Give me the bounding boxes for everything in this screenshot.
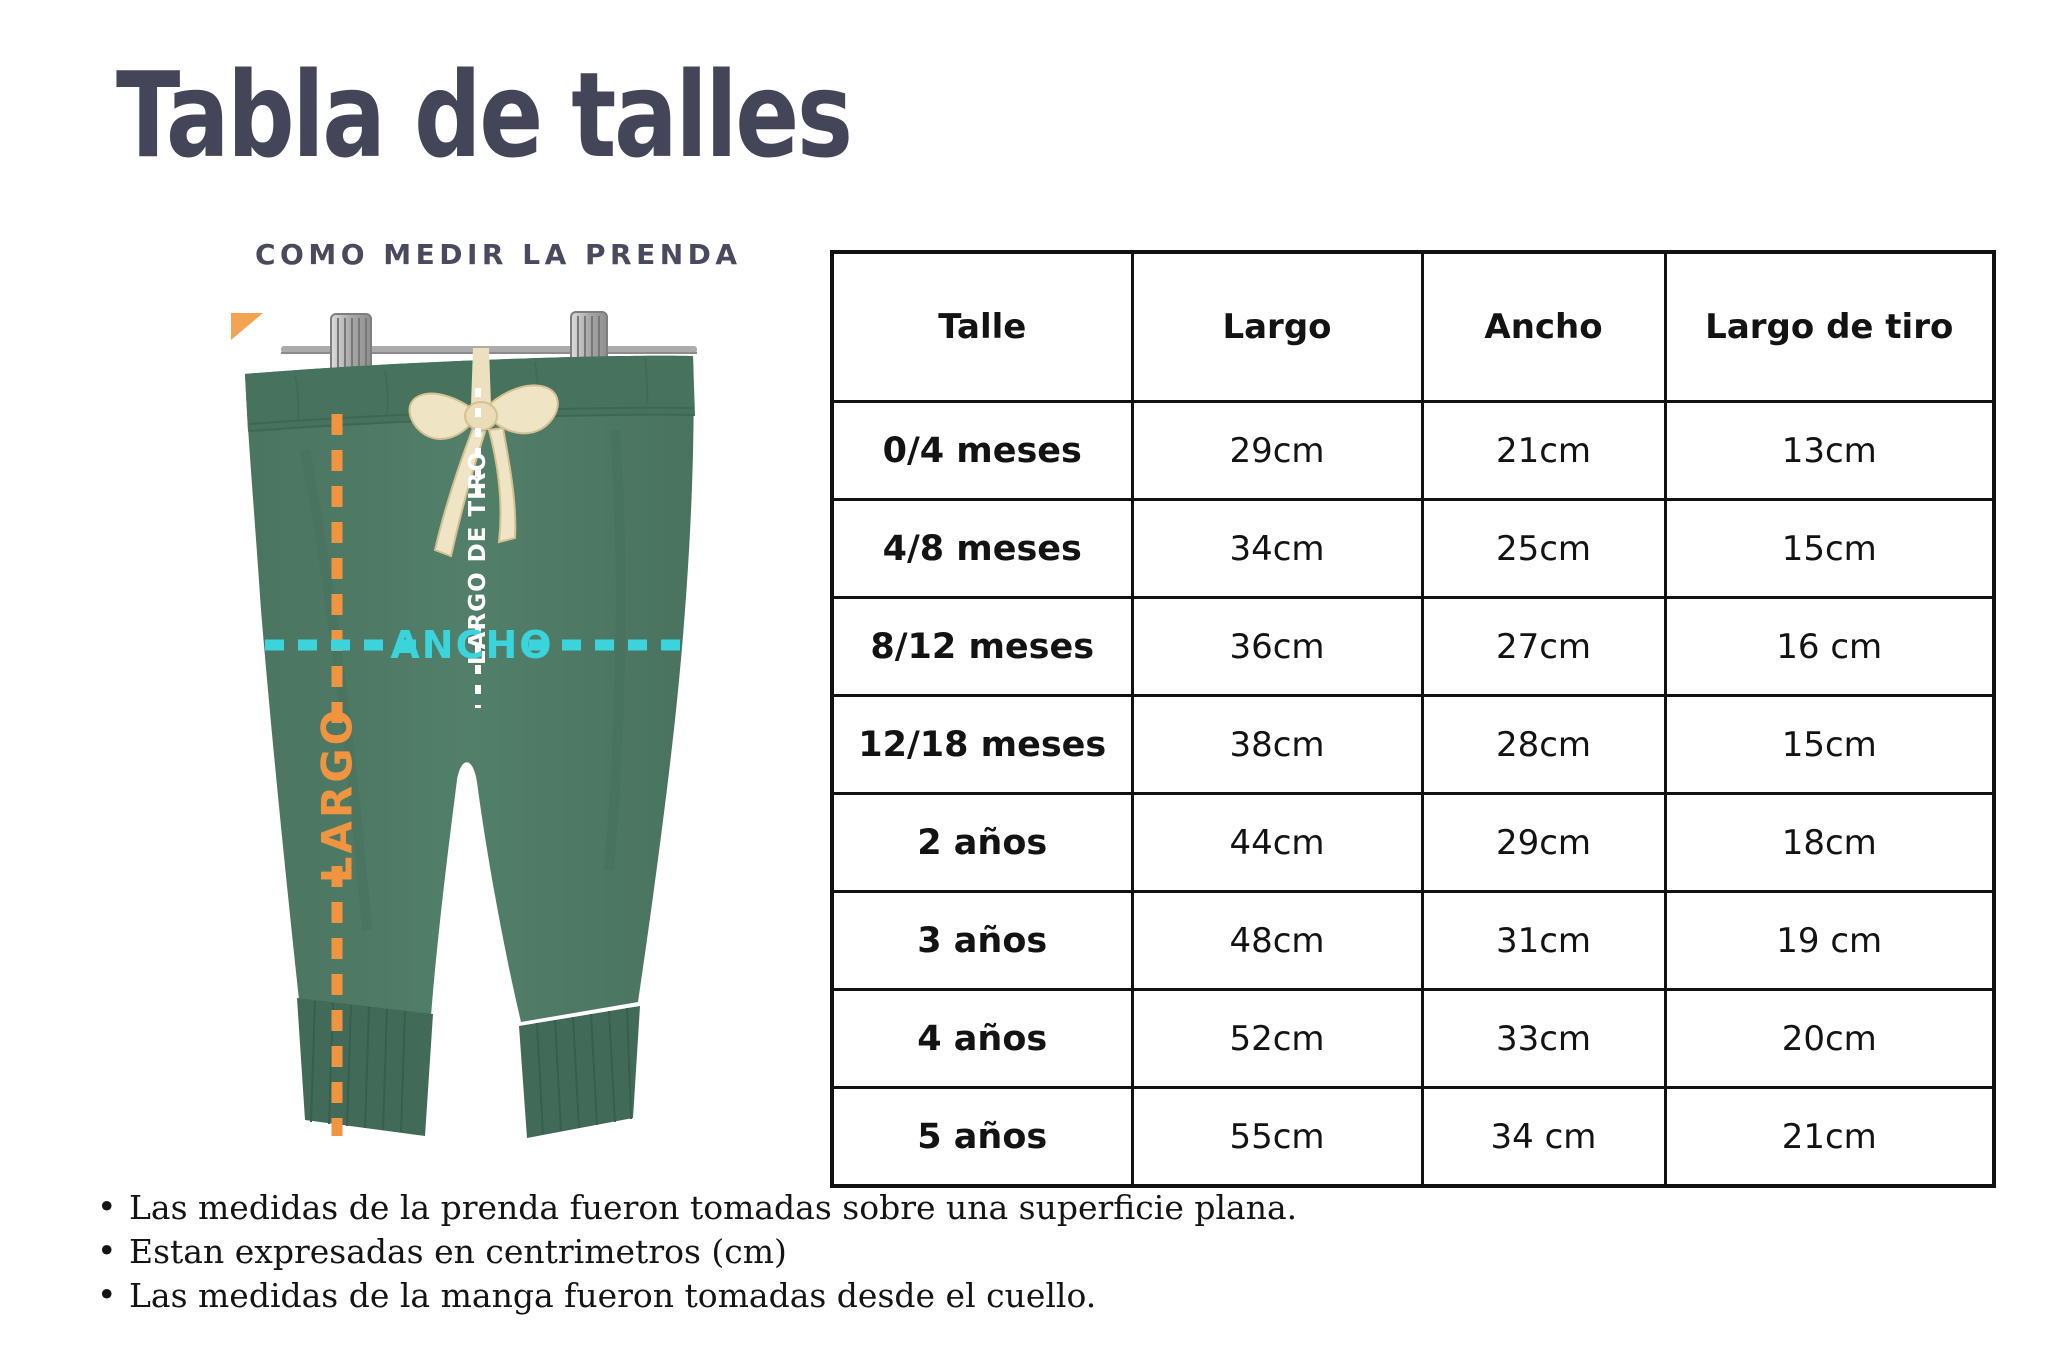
size-cell: 3 años	[830, 890, 1134, 991]
measure-cell: 52cm	[1130, 988, 1424, 1089]
list-item: • Las medidas de la prenda fueron tomadas…	[95, 1186, 1297, 1230]
notes-list: • Las medidas de la prenda fueron tomadas…	[95, 1186, 1297, 1318]
measure-cell: 21cm	[1663, 1086, 1996, 1188]
largo-de-tiro-label: LARGO DE TIRO	[465, 451, 491, 665]
table-row: 4/8 meses 34cm 25cm 15cm	[830, 498, 1996, 599]
measure-cell: 13cm	[1663, 400, 1996, 501]
measure-cell: 36cm	[1130, 596, 1424, 697]
table-row: 4 años 52cm 33cm 20cm	[830, 988, 1996, 1089]
measure-cell: 20cm	[1663, 988, 1996, 1089]
size-cell: 5 años	[830, 1086, 1134, 1188]
waistband	[245, 355, 695, 432]
header-row: Talle Largo Ancho Largo de tiro	[830, 250, 1996, 403]
list-item: • Estan expresadas en centrimetros (cm)	[95, 1230, 1297, 1274]
measure-cell: 21cm	[1420, 400, 1667, 501]
measure-cell: 28cm	[1420, 694, 1667, 795]
orange-corner-graphic	[231, 313, 263, 340]
largo-label: LARGO	[312, 706, 362, 884]
measure-cell: 38cm	[1130, 694, 1424, 795]
table-row: 3 años 48cm 31cm 19 cm	[830, 890, 1996, 991]
measure-cell: 44cm	[1130, 792, 1424, 893]
measure-cell: 27cm	[1420, 596, 1667, 697]
table-row: 2 años 44cm 29cm 18cm	[830, 792, 1996, 893]
measure-cell: 18cm	[1663, 792, 1996, 893]
size-cell: 0/4 meses	[830, 400, 1134, 501]
list-item: • Las medidas de la manga fueron tomadas …	[95, 1274, 1297, 1318]
measure-cell: 55cm	[1130, 1086, 1424, 1188]
table-row: 8/12 meses 36cm 27cm 16 cm	[830, 596, 1996, 697]
table-row: 5 años 55cm 34 cm 21cm	[830, 1086, 1996, 1188]
how-to-measure-heading: COMO MEDIR LA PRENDA	[255, 238, 742, 271]
measure-cell: 31cm	[1420, 890, 1667, 991]
green-pants	[245, 355, 695, 1138]
size-table-body: 0/4 meses 29cm 21cm 13cm 4/8 meses 34cm 25cm 15…	[830, 400, 1996, 1188]
left-cuff	[297, 998, 433, 1136]
ancho-label: ANCHO	[390, 623, 554, 667]
pants-illustration	[231, 311, 697, 1138]
measure-cell: 29cm	[1420, 792, 1667, 893]
measure-cell: 34 cm	[1420, 1086, 1667, 1188]
note-text: Las medidas de la manga fueron tomadas d…	[129, 1275, 1097, 1315]
column-header: Talle	[830, 250, 1134, 403]
measure-cell: 19 cm	[1663, 890, 1996, 991]
bullet-icon: •	[97, 1230, 117, 1270]
drawstring-bow	[408, 348, 559, 558]
column-header: Largo de tiro	[1663, 250, 1996, 403]
size-cell: 2 años	[830, 792, 1134, 893]
column-header: Ancho	[1420, 250, 1667, 403]
measure-cell: 48cm	[1130, 890, 1424, 991]
size-table: Talle Largo Ancho Largo de tiro 0/4 meses 29…	[830, 250, 1996, 1188]
measure-cell: 29cm	[1130, 400, 1424, 501]
size-cell: 4 años	[830, 988, 1134, 1089]
measure-cell: 16 cm	[1663, 596, 1996, 697]
measure-cell: 15cm	[1663, 498, 1996, 599]
measure-cell: 34cm	[1130, 498, 1424, 599]
size-cell: 8/12 meses	[830, 596, 1134, 697]
measure-cell: 15cm	[1663, 694, 1996, 795]
size-cell: 12/18 meses	[830, 694, 1134, 795]
bullet-icon: •	[97, 1187, 117, 1226]
size-table-header: Talle Largo Ancho Largo de tiro	[830, 250, 1996, 403]
bullet-icon: •	[97, 1274, 117, 1314]
pants-measurement-photo	[185, 310, 700, 1160]
measure-cell: 25cm	[1420, 498, 1667, 599]
note-text: Las medidas de la prenda fueron tomadas …	[129, 1188, 1298, 1227]
column-header: Largo	[1130, 250, 1424, 403]
measure-cell: 33cm	[1420, 988, 1667, 1089]
page-title: Tabla de talles	[116, 46, 853, 184]
size-cell: 4/8 meses	[830, 498, 1134, 599]
table-row: 12/18 meses 38cm 28cm 15cm	[830, 694, 1996, 795]
table-row: 0/4 meses 29cm 21cm 13cm	[830, 400, 1996, 501]
note-text: Estan expresadas en centrimetros (cm)	[129, 1231, 787, 1271]
